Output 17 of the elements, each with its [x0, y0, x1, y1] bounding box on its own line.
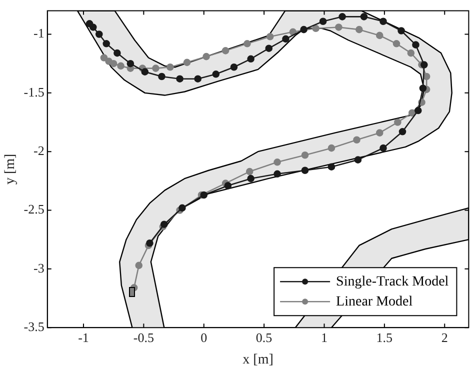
y-tick-label: -1.5: [24, 84, 44, 100]
x-tick-label: 0.5: [256, 330, 272, 345]
x-tick-label: 0: [200, 330, 208, 345]
y-axis-title: y [m]: [3, 154, 18, 185]
x-tick-label: 1.5: [376, 330, 393, 345]
y-tick-label: -3.5: [24, 319, 44, 334]
y-tick-label: -2.5: [24, 202, 44, 217]
y-tick-label: -3: [34, 260, 44, 276]
x-tick-label: 1: [320, 330, 328, 345]
y-tick-label: -2: [34, 143, 44, 158]
x-tick-label: 2: [441, 330, 448, 345]
x-axis-title: x [m]: [242, 352, 274, 368]
legend-label: Linear Model: [336, 294, 413, 310]
x-tick-label: -0.5: [133, 330, 154, 345]
legend-label: Single-Track Model: [336, 274, 449, 290]
y-tick-label: -1: [34, 26, 44, 41]
x-tick-label: -1: [78, 330, 89, 345]
